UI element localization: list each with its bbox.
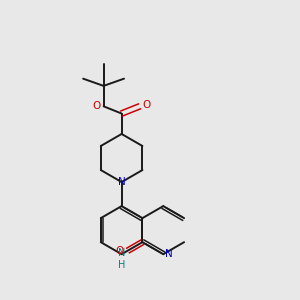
Text: O: O	[116, 246, 124, 256]
Text: N: N	[118, 248, 125, 257]
Text: O: O	[92, 101, 100, 111]
Text: N: N	[165, 249, 173, 259]
Text: N: N	[118, 177, 125, 187]
Text: O: O	[143, 100, 151, 110]
Text: H: H	[118, 260, 125, 270]
